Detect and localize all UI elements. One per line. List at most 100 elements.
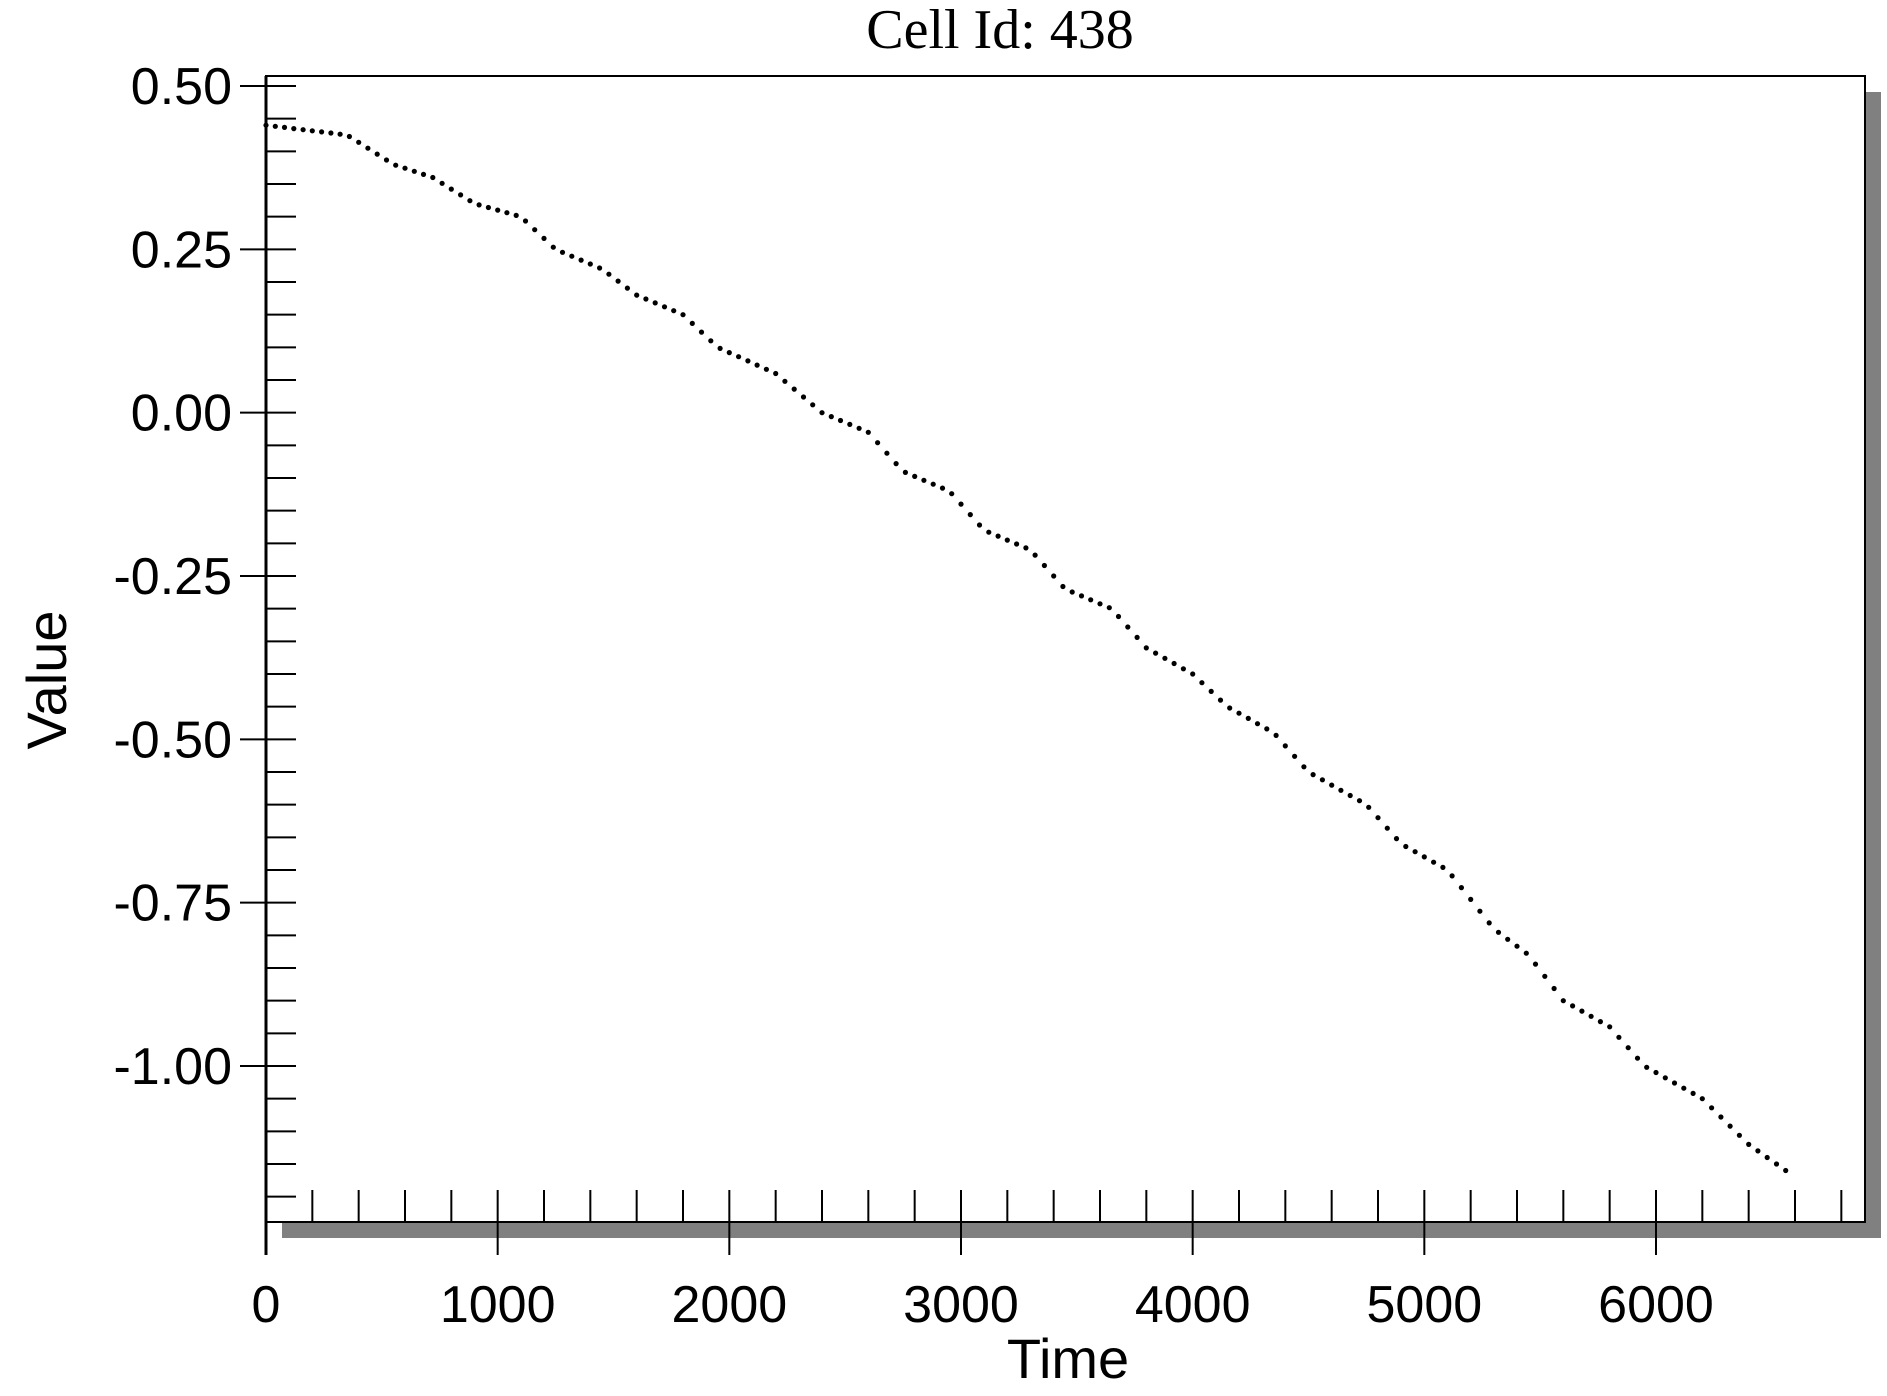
data-point [383,157,390,163]
data-points [263,122,1789,1174]
data-point [550,244,556,250]
data-point [328,130,334,136]
data-point [1431,859,1437,865]
data-point [319,129,325,135]
data-point [1542,973,1548,979]
data-point [1217,697,1224,703]
data-point [606,271,612,277]
data-point [300,127,306,133]
y-tick-label: -1.00 [113,1038,232,1096]
data-point [624,285,631,291]
data-point [726,350,732,356]
data-point [1143,645,1149,651]
x-tick-label: 6000 [1598,1276,1714,1334]
data-point [1078,593,1085,599]
data-point [1319,777,1325,783]
data-point [1616,1034,1622,1040]
data-point [921,477,927,483]
y-tick-label: -0.25 [113,548,232,606]
data-point [930,481,936,487]
data-point [745,358,751,364]
data-point [1393,836,1400,842]
data-point [1783,1167,1789,1174]
data-point [736,354,742,360]
x-tick-label: 3000 [903,1276,1019,1334]
data-point [698,329,705,335]
data-point [1746,1141,1752,1147]
data-point [1505,936,1511,942]
y-tick-label: 0.50 [131,58,232,116]
data-point [1384,825,1390,831]
data-point [773,370,779,377]
x-tick-label: 4000 [1135,1276,1251,1334]
data-point [1060,583,1066,590]
data-point [587,261,593,267]
data-point [597,265,603,271]
data-point [1644,1064,1650,1070]
data-point [1597,1019,1603,1025]
data-point [1254,721,1261,727]
y-axis-label: Value [15,610,78,749]
data-point [1115,613,1122,620]
data-point [763,366,770,372]
data-point [837,417,844,424]
data-point [1570,1003,1576,1009]
data-point [976,522,983,528]
data-point [578,257,584,263]
data-point [1273,732,1279,739]
x-tick-label: 1000 [440,1276,556,1334]
data-point [643,296,649,302]
data-point [939,485,946,491]
data-point [791,386,797,392]
data-point [458,192,464,198]
data-point [800,394,807,400]
data-point [1356,798,1363,804]
data-point [1532,961,1539,967]
data-point [1153,650,1159,656]
data-point [1681,1085,1687,1091]
data-point [782,378,788,384]
data-point [1366,804,1372,810]
data-point [485,204,491,211]
y-axis-ticks: 0.50 0.25 0.00 -0.25 -0.50 -0.75 -1.00 [113,58,296,1198]
data-point [1134,634,1140,641]
data-point [986,529,992,535]
data-point [1199,680,1205,686]
y-tick-label: 0.00 [131,385,232,443]
data-point [1449,873,1455,879]
data-point [1190,671,1196,677]
data-point [708,338,714,344]
data-point [448,186,454,192]
data-point [819,410,825,416]
x-axis-label: Time [1007,1327,1129,1390]
data-point [1041,562,1047,569]
data-point [365,145,371,151]
x-tick-label: 5000 [1366,1276,1482,1334]
data-point [393,162,399,168]
data-point [495,207,501,213]
data-point [1662,1075,1668,1081]
data-point [1764,1154,1770,1161]
data-point [958,501,964,507]
data-point [1551,985,1557,992]
data-point [680,312,686,318]
data-point [810,402,816,408]
data-point [291,126,297,132]
data-point [949,491,955,497]
data-point [1458,885,1464,891]
data-point [615,278,621,284]
data-point [1162,655,1168,661]
y-tick-label: -0.50 [113,711,232,769]
data-point [689,320,695,326]
data-point [1310,772,1316,778]
data-point [1468,896,1474,903]
data-point [1634,1055,1641,1061]
data-point [356,139,362,145]
data-point [995,533,1001,539]
data-point [1588,1013,1594,1019]
data-point [1236,710,1242,716]
chart-title: Cell Id: 438 [866,0,1134,61]
data-point [1727,1123,1733,1129]
x-axis-ticks: 0 1000 2000 3000 4000 5000 6000 [252,1190,1843,1334]
data-point [1440,864,1446,871]
